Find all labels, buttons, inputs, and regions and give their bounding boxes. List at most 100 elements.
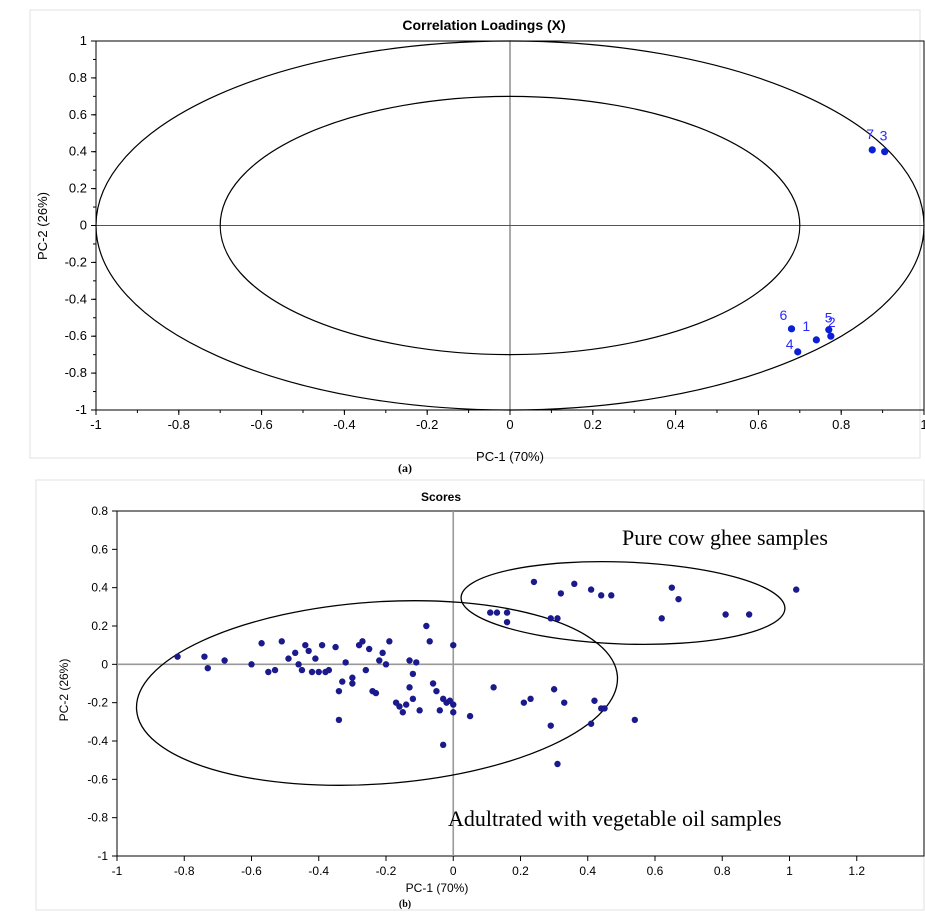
x-tick-label: -0.8: [174, 864, 195, 878]
score-point: [608, 592, 615, 599]
score-point: [339, 678, 346, 685]
x-tick-label: -0.4: [308, 864, 329, 878]
score-point: [382, 661, 390, 668]
x-tick-label: 0.8: [832, 417, 850, 432]
loading-point-5: [825, 326, 833, 334]
score-point: [530, 578, 538, 586]
score-point: [547, 722, 554, 729]
x-tick-label: 0.6: [647, 864, 664, 878]
score-point: [402, 701, 410, 708]
score-point: [503, 618, 511, 626]
score-point: [201, 653, 208, 660]
loading-label-6: 6: [780, 307, 788, 323]
score-point: [668, 584, 676, 591]
score-point: [429, 680, 437, 687]
score-point: [349, 680, 356, 687]
x-tick-label: 1: [920, 417, 925, 432]
x-tick-label: -0.6: [250, 417, 272, 432]
score-point: [466, 712, 474, 720]
score-point: [487, 609, 494, 616]
score-point: [399, 709, 407, 716]
chart-a-caption: (a): [398, 461, 412, 475]
loading-label-2: 2: [828, 314, 836, 330]
score-point: [745, 611, 753, 618]
score-point: [406, 684, 413, 691]
score-point: [335, 687, 343, 695]
x-tick-label: 1.2: [848, 864, 865, 878]
score-point: [359, 638, 366, 645]
loading-point-3: [881, 148, 889, 156]
score-point: [349, 674, 356, 681]
x-tick-label: 0.2: [584, 417, 602, 432]
score-point: [335, 716, 343, 724]
score-point: [258, 640, 265, 647]
plot-frame: [116, 510, 925, 857]
cluster-ellipse-adulterated: [135, 600, 619, 786]
score-point: [450, 641, 457, 649]
score-point: [292, 649, 299, 657]
y-tick-label: -0.4: [87, 734, 108, 748]
score-point: [571, 580, 578, 588]
correlation-circle-outer: [95, 40, 925, 411]
y-tick-label: 1: [80, 33, 87, 48]
score-point: [342, 659, 349, 666]
score-point: [658, 615, 665, 622]
score-point: [554, 760, 561, 768]
score-point: [332, 643, 339, 651]
score-point: [265, 668, 272, 676]
score-point: [631, 716, 639, 724]
x-tick-label: 0.4: [579, 864, 596, 878]
score-point: [439, 741, 447, 749]
y-tick-label: -0.6: [65, 328, 87, 343]
score-point: [793, 586, 800, 593]
score-point: [365, 645, 373, 653]
y-tick-label: -0.6: [87, 772, 108, 786]
y-tick-label: 0.4: [69, 144, 87, 159]
y-tick-label: -0.2: [65, 254, 87, 269]
loading-point-1: [812, 336, 820, 344]
score-point: [295, 661, 302, 668]
y-tick-label: 0: [80, 218, 87, 233]
score-point: [587, 586, 595, 593]
score-point: [406, 657, 413, 664]
score-point: [675, 595, 682, 603]
score-point: [416, 707, 423, 714]
score-point: [362, 666, 370, 674]
score-point: [413, 659, 420, 666]
score-point: [554, 615, 561, 622]
chart-b-plot: -1 -0.8 -0.6 -0.4 -0.2 0 0.2 0.4 0.6 0.8 1 1.2 0.8 0.…: [87, 504, 925, 878]
score-point: [561, 699, 568, 706]
score-point: [598, 592, 605, 599]
score-point: [325, 666, 333, 674]
score-point: [315, 668, 322, 676]
x-tick-label: -1: [90, 417, 102, 432]
score-point: [302, 641, 309, 649]
score-point: [278, 638, 285, 645]
x-tick-label: -0.2: [416, 417, 438, 432]
score-point: [376, 657, 383, 664]
score-point: [557, 590, 565, 597]
loading-label-3: 3: [880, 128, 888, 144]
y-tick-label: 0.2: [91, 619, 108, 633]
annotation-adulterated: Adultrated with vegetable oil samples: [448, 806, 782, 831]
score-point: [550, 686, 558, 693]
score-point: [386, 638, 393, 645]
loading-label-1: 1: [802, 318, 810, 334]
y-tick-label: -0.2: [87, 696, 108, 710]
score-point: [318, 641, 326, 649]
chart-a-title: Correlation Loadings (X): [402, 17, 565, 33]
y-tick-label: 0.6: [91, 542, 108, 556]
score-point: [379, 649, 386, 657]
y-tick-label: 0.6: [69, 107, 87, 122]
correlation-circle-inner: [219, 95, 801, 356]
y-tick-label: -0.8: [65, 365, 87, 380]
score-point: [396, 703, 403, 710]
x-tick-label: 0: [506, 417, 513, 432]
x-tick-label: -0.6: [241, 864, 262, 878]
loading-point-4: [794, 348, 802, 356]
chart-a-plot: -1 -0.8 -0.6 -0.4 -0.2 0 0.2 0.4 0.6 0.8 1 1 0.8 0.6 0…: [65, 33, 925, 432]
x-tick-label: -0.8: [168, 417, 190, 432]
chart-b-caption: (b): [399, 899, 411, 910]
score-point: [503, 609, 511, 616]
